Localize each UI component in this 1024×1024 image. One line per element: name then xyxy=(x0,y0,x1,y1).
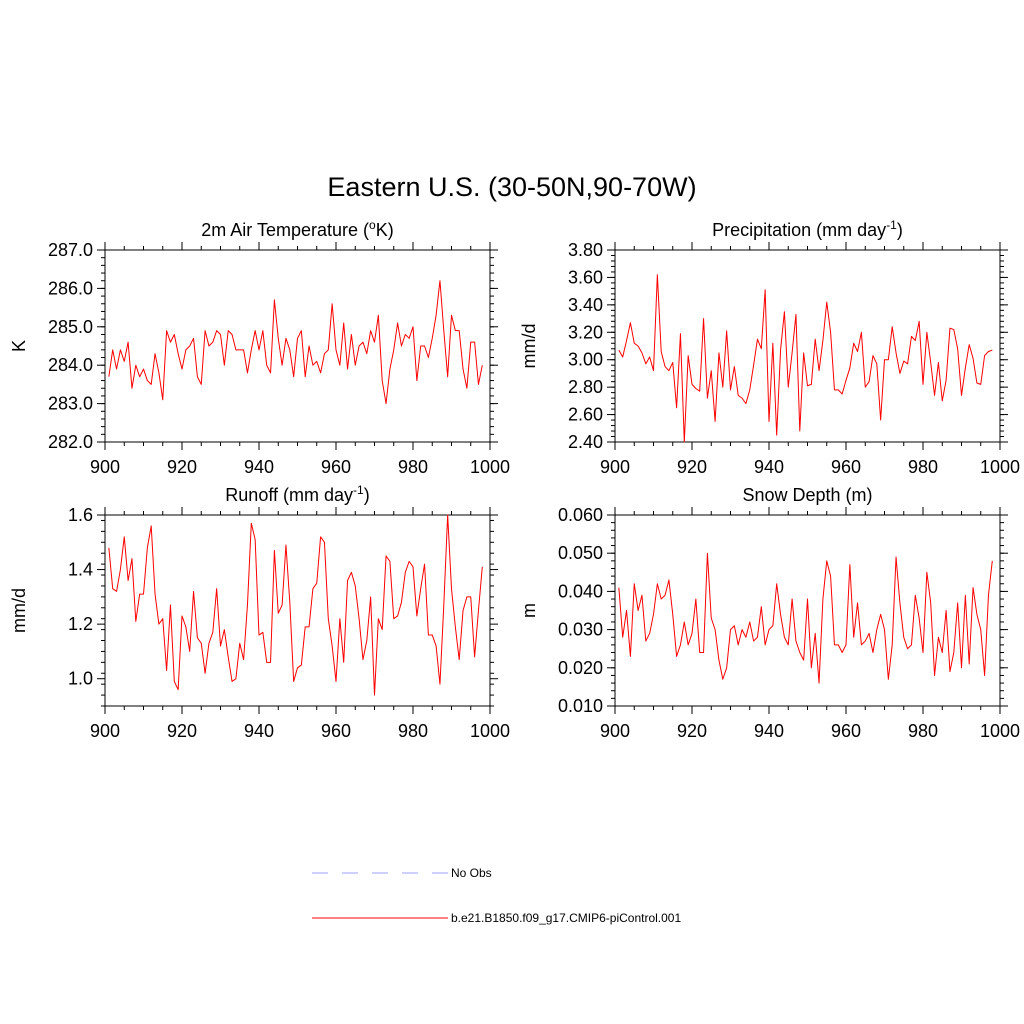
panel-title-runoff: Runoff (mm day-1) xyxy=(225,483,369,505)
plot-frame xyxy=(104,514,491,707)
x-tick-label: 900 xyxy=(600,457,630,477)
y-tick-label: 0.040 xyxy=(558,581,603,601)
y-tick-label: 3.20 xyxy=(568,322,603,342)
y-tick-label: 2.60 xyxy=(568,405,603,425)
y-axis-label: mm/d xyxy=(519,324,539,369)
x-tick-label: 940 xyxy=(244,721,274,741)
x-tick-label: 980 xyxy=(908,721,938,741)
figure-title: Eastern U.S. (30-50N,90-70W) xyxy=(327,172,696,202)
panel-title-text: Runoff (mm day xyxy=(225,485,353,505)
y-tick-label: 0.050 xyxy=(558,543,603,563)
x-tick-label: 960 xyxy=(321,457,351,477)
series-line-model xyxy=(618,274,993,443)
y-tick-label: 2.80 xyxy=(568,377,603,397)
x-tick-label: 980 xyxy=(908,457,938,477)
y-tick-label: 3.40 xyxy=(568,295,603,315)
y-tick-label: 1.6 xyxy=(68,505,93,525)
y-tick-label: 287.0 xyxy=(48,240,93,260)
panel-snow-depth: Snow Depth (m) 900 920 940 960 980 1000 0.010 0.… xyxy=(519,485,1020,741)
panel-title-precipitation: Precipitation (mm day-1) xyxy=(712,218,903,240)
x-tick-label: 900 xyxy=(600,721,630,741)
panel-title-text: 2m Air Temperature ( xyxy=(201,220,369,240)
y-tick-label: 1.0 xyxy=(68,669,93,689)
panel-title-temperature: 2m Air Temperature (oK) xyxy=(201,218,393,240)
panel-title-superscript: -1 xyxy=(353,483,364,497)
series-line-model xyxy=(618,552,993,684)
panel-title-superscript: -1 xyxy=(886,218,897,232)
y-tick-label: 282.0 xyxy=(48,432,93,452)
x-tick-label: 900 xyxy=(90,457,120,477)
x-tick-label: 960 xyxy=(321,721,351,741)
y-axis-label: m xyxy=(519,603,539,618)
x-tick-label: 1000 xyxy=(470,721,510,741)
y-axis-label: K xyxy=(9,340,29,352)
legend-no-obs-label: No Obs xyxy=(451,866,492,880)
y-tick-label: 0.030 xyxy=(558,620,603,640)
panel-title-superscript: o xyxy=(369,218,376,232)
plot-frame xyxy=(104,249,491,443)
x-tick-label: 920 xyxy=(167,721,197,741)
panel-title-snow-depth: Snow Depth (m) xyxy=(742,485,872,505)
plot-frame xyxy=(614,249,1001,443)
y-tick-label: 1.2 xyxy=(68,614,93,634)
y-tick-label: 3.00 xyxy=(568,350,603,370)
panel-title-text: Snow Depth (m) xyxy=(742,485,872,505)
x-tick-label: 900 xyxy=(90,721,120,741)
x-tick-label: 920 xyxy=(167,457,197,477)
y-tick-label: 0.020 xyxy=(558,658,603,678)
y-tick-label: 286.0 xyxy=(48,278,93,298)
x-tick-label: 940 xyxy=(754,721,784,741)
panel-title-suffix: ) xyxy=(897,220,903,240)
panels: 2m Air Temperature (oK)900 920 940 960 980 10… xyxy=(9,218,1020,741)
legend-model-label: b.e21.B1850.f09_g17.CMIP6-piControl.001 xyxy=(451,911,681,925)
x-tick-label: 940 xyxy=(754,457,784,477)
panel-title-suffix: K) xyxy=(376,220,394,240)
y-tick-label: 0.010 xyxy=(558,696,603,716)
x-tick-label: 980 xyxy=(398,721,428,741)
y-tick-label: 285.0 xyxy=(48,317,93,337)
x-tick-label: 940 xyxy=(244,457,274,477)
y-tick-label: 283.0 xyxy=(48,394,93,414)
y-tick-label: 0.060 xyxy=(558,505,603,525)
y-axis-label: mm/d xyxy=(9,588,29,633)
x-tick-label: 1000 xyxy=(470,457,510,477)
x-tick-label: 1000 xyxy=(980,721,1020,741)
series-line-model xyxy=(108,280,483,405)
x-tick-label: 960 xyxy=(831,721,861,741)
panel-temperature: 2m Air Temperature (oK) 900 920 940 960 980 10… xyxy=(9,218,510,477)
panel-runoff: Runoff (mm day-1) 900 920 940 960 980 1000 1.0 1… xyxy=(9,483,510,741)
x-tick-label: 980 xyxy=(398,457,428,477)
x-tick-label: 920 xyxy=(677,721,707,741)
x-tick-label: 960 xyxy=(831,457,861,477)
y-tick-label: 1.4 xyxy=(68,560,93,580)
y-tick-label: 284.0 xyxy=(48,355,93,375)
x-tick-label: 1000 xyxy=(980,457,1020,477)
y-tick-label: 2.40 xyxy=(568,432,603,452)
x-tick-label: 920 xyxy=(677,457,707,477)
panel-precipitation: Precipitation (mm day-1) 900 920 940 960 980 1… xyxy=(519,218,1020,477)
legend: No Obs b.e21.B1850.f09_g17.CMIP6-piContr… xyxy=(312,866,681,925)
panel-title-text: Precipitation (mm day xyxy=(712,220,886,240)
series-line-model xyxy=(108,514,483,696)
y-tick-label: 3.80 xyxy=(568,240,603,260)
y-tick-label: 3.60 xyxy=(568,267,603,287)
panel-title-suffix: ) xyxy=(364,485,370,505)
